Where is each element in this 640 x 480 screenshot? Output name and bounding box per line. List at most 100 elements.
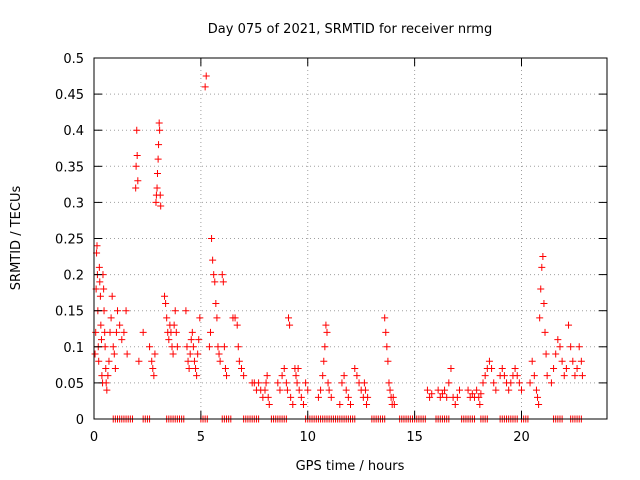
data-point: [547, 379, 555, 387]
data-point: [133, 151, 141, 159]
data-point: [560, 372, 568, 380]
data-point: [426, 393, 434, 401]
data-point: [185, 364, 193, 372]
data-point: [283, 386, 291, 394]
data-point: [319, 372, 327, 380]
data-point: [554, 336, 562, 344]
x-tick-label: 10: [299, 430, 316, 445]
data-point: [293, 379, 301, 387]
data-point: [324, 379, 332, 387]
data-point: [262, 379, 270, 387]
data-point: [148, 357, 156, 365]
data-point: [317, 386, 325, 394]
data-point: [223, 372, 231, 380]
data-point: [299, 401, 307, 409]
y-tick-label: 0.5: [63, 52, 84, 67]
data-point: [263, 372, 271, 380]
data-point: [100, 285, 108, 293]
data-point: [219, 278, 227, 286]
data-point: [360, 379, 368, 387]
data-point: [216, 357, 224, 365]
data-point: [146, 343, 154, 351]
data-point: [381, 314, 389, 322]
data-point: [351, 364, 359, 372]
data-point: [342, 386, 350, 394]
data-point: [441, 386, 449, 394]
data-point: [96, 292, 104, 300]
data-point: [577, 357, 585, 365]
data-point: [155, 141, 163, 149]
data-point: [187, 336, 195, 344]
data-point: [340, 372, 348, 380]
data-point: [578, 372, 586, 380]
data-point: [169, 350, 177, 358]
data-point: [265, 401, 273, 409]
data-point: [436, 393, 444, 401]
data-point: [214, 343, 222, 351]
data-point: [451, 401, 459, 409]
data-point: [477, 390, 485, 398]
data-point: [91, 350, 99, 358]
data-point: [189, 343, 197, 351]
data-point: [447, 364, 455, 372]
data-point: [184, 357, 192, 365]
y-tick-label: 0.3: [63, 196, 84, 211]
data-point: [154, 155, 162, 163]
data-point: [294, 364, 302, 372]
data-point: [389, 393, 397, 401]
data-point: [336, 401, 344, 409]
data-point: [289, 401, 297, 409]
data-point: [323, 328, 331, 336]
data-point: [192, 364, 200, 372]
data-point: [153, 170, 161, 178]
y-tick-label: 0.4: [63, 124, 84, 139]
data-point: [282, 379, 290, 387]
data-point: [562, 364, 570, 372]
data-point: [571, 372, 579, 380]
data-point: [540, 299, 548, 307]
data-point: [526, 379, 534, 387]
data-point: [218, 271, 226, 279]
data-point: [428, 390, 436, 398]
chart-title: Day 075 of 2021, SRMTID for receiver nrm…: [208, 22, 492, 37]
y-tick-label: 0: [76, 413, 84, 428]
data-point: [97, 336, 105, 344]
data-point: [569, 357, 577, 365]
data-point: [193, 372, 201, 380]
data-point: [488, 364, 496, 372]
data-point: [361, 386, 369, 394]
data-point: [155, 119, 163, 127]
data-point: [106, 328, 114, 336]
data-point: [456, 386, 464, 394]
data-point: [194, 350, 202, 358]
data-point: [276, 386, 284, 394]
data-point: [152, 198, 160, 206]
y-tick-label: 0.2: [63, 269, 84, 284]
data-point: [464, 386, 472, 394]
data-point: [261, 386, 269, 394]
data-point: [120, 328, 128, 336]
data-point: [206, 328, 214, 336]
data-point: [552, 350, 560, 358]
data-point: [285, 314, 293, 322]
data-point: [103, 386, 111, 394]
data-point: [363, 401, 371, 409]
y-tick-label: 0.15: [55, 305, 84, 320]
data-point: [114, 307, 122, 315]
data-point: [97, 321, 105, 329]
x-tick-label: 20: [513, 430, 530, 445]
data-point: [322, 321, 330, 329]
data-point: [101, 343, 109, 351]
data-point: [423, 386, 431, 394]
data-point: [443, 393, 451, 401]
data-point: [235, 357, 243, 365]
data-point: [202, 72, 210, 80]
data-point: [542, 350, 550, 358]
data-point: [221, 364, 229, 372]
x-tick-label: 5: [197, 430, 205, 445]
data-point: [556, 343, 564, 351]
data-point: [98, 372, 106, 380]
data-point: [304, 386, 312, 394]
